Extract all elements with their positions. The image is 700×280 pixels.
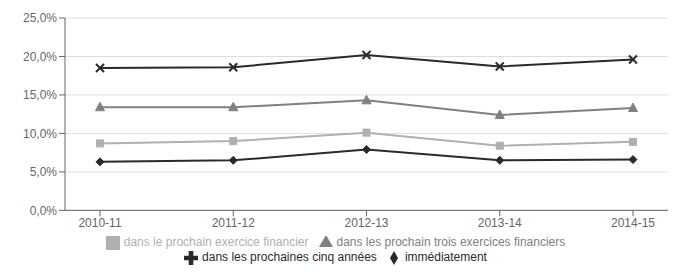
html-text:immédiatement: immédiatement (404, 250, 487, 265)
svg-text:2014-15: 2014-15 (611, 216, 655, 230)
svg-text:10,0%: 10,0% (23, 127, 57, 141)
svg-text:25,0%: 25,0% (23, 11, 57, 25)
html-text:dans les prochain trois exerci: dans les prochain trois exercices financ… (336, 235, 566, 250)
svg-text:2010-11: 2010-11 (78, 216, 121, 230)
svg-text:2012-13: 2012-13 (344, 216, 388, 230)
html-text:dans les prochaines cinq année: dans les prochaines cinq années (202, 250, 377, 265)
html-text:dans le prochain exercice fina: dans le prochain exercice financier (123, 235, 309, 250)
svg-text:0,0%: 0,0% (30, 204, 58, 218)
svg-text:2013-14: 2013-14 (478, 216, 522, 230)
svg-text:20,0%: 20,0% (23, 50, 57, 64)
svg-text:5,0%: 5,0% (30, 165, 58, 179)
svg-text:15,0%: 15,0% (23, 88, 57, 102)
svg-text:2011-12: 2011-12 (212, 216, 255, 230)
